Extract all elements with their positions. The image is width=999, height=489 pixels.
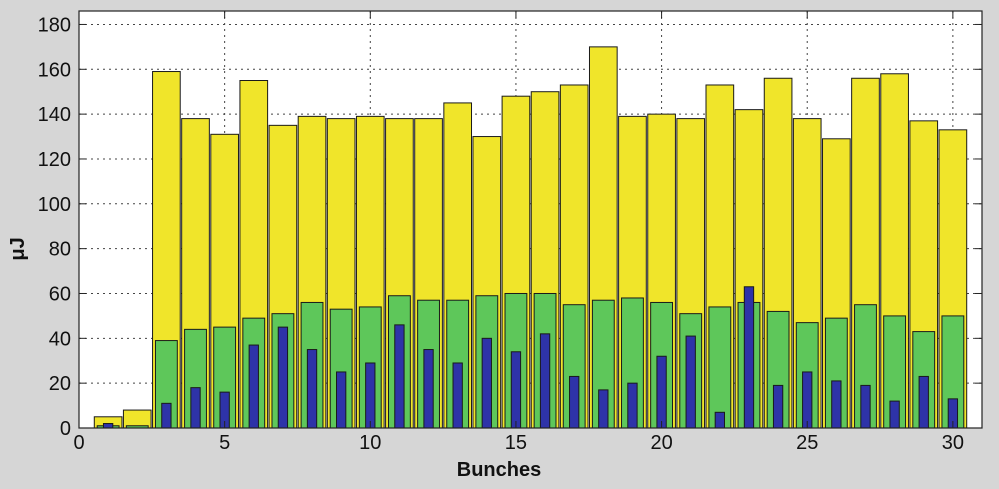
x-tick-label: 15 bbox=[505, 432, 527, 454]
bar-series-3-x-13 bbox=[452, 362, 463, 429]
bar-series-3-x-9 bbox=[336, 371, 347, 429]
x-tick-label: 0 bbox=[73, 432, 84, 454]
bar-series-3-x-19 bbox=[627, 382, 638, 429]
bar-series-3-x-10 bbox=[365, 362, 376, 429]
bar-series-3-x-3 bbox=[161, 402, 172, 429]
bar-series-3-x-11 bbox=[394, 324, 405, 429]
x-axis-label: Bunches bbox=[457, 459, 541, 481]
plot-frame bbox=[78, 10, 983, 429]
bar-series-2-x-22 bbox=[708, 306, 732, 429]
bar-series-3-x-20 bbox=[656, 355, 667, 429]
x-tick-label: 20 bbox=[650, 432, 672, 454]
y-tick-label: 100 bbox=[38, 194, 71, 216]
y-axis-label: μJ bbox=[7, 237, 29, 260]
bar-series-3-x-26 bbox=[831, 380, 842, 429]
bar-series-3-x-27 bbox=[860, 384, 871, 429]
y-tick-label: 20 bbox=[49, 373, 71, 395]
bar-series-3-x-15 bbox=[510, 351, 522, 429]
bar-series-3-x-8 bbox=[306, 349, 318, 429]
x-tick-label: 25 bbox=[796, 432, 818, 454]
bars bbox=[93, 46, 968, 429]
bar-series-3-x-6 bbox=[248, 344, 259, 429]
axis-ticks: 0 20 40 60 80 100 120 140 160 180 0 5 10 15 20 25 30 bbox=[38, 11, 982, 454]
bar-series-3-x-23 bbox=[743, 286, 755, 429]
bar-series-3-x-7 bbox=[277, 326, 289, 429]
bar-series-3-x-14 bbox=[481, 337, 492, 429]
y-tick-label: 80 bbox=[49, 239, 71, 261]
y-tick-label: 40 bbox=[49, 328, 71, 350]
x-tick-label: 10 bbox=[359, 432, 381, 454]
bar-series-3-x-12 bbox=[423, 349, 434, 429]
bar-series-3-x-4 bbox=[190, 387, 201, 429]
x-tick-label: 30 bbox=[942, 432, 964, 454]
y-tick-label: 120 bbox=[38, 149, 71, 171]
bar-series-3-x-16 bbox=[539, 333, 551, 429]
y-tick-label: 140 bbox=[38, 104, 71, 126]
x-tick-label: 5 bbox=[219, 432, 230, 454]
y-tick-label: 0 bbox=[60, 418, 71, 440]
bar-series-3-x-18 bbox=[598, 389, 609, 429]
bar-series-3-x-1 bbox=[102, 423, 114, 429]
y-tick-label: 60 bbox=[49, 283, 71, 305]
bar-series-3-x-17 bbox=[569, 375, 580, 429]
bar-series-3-x-29 bbox=[918, 375, 929, 429]
y-tick-label: 180 bbox=[38, 14, 71, 36]
bar-series-3-x-21 bbox=[685, 335, 696, 429]
bar-series-3-x-25 bbox=[802, 371, 813, 429]
bar-series-3-x-28 bbox=[889, 400, 900, 429]
y-tick-label: 160 bbox=[38, 59, 71, 81]
bar-series-3-x-22 bbox=[714, 411, 725, 429]
bar-series-3-x-24 bbox=[772, 384, 784, 429]
